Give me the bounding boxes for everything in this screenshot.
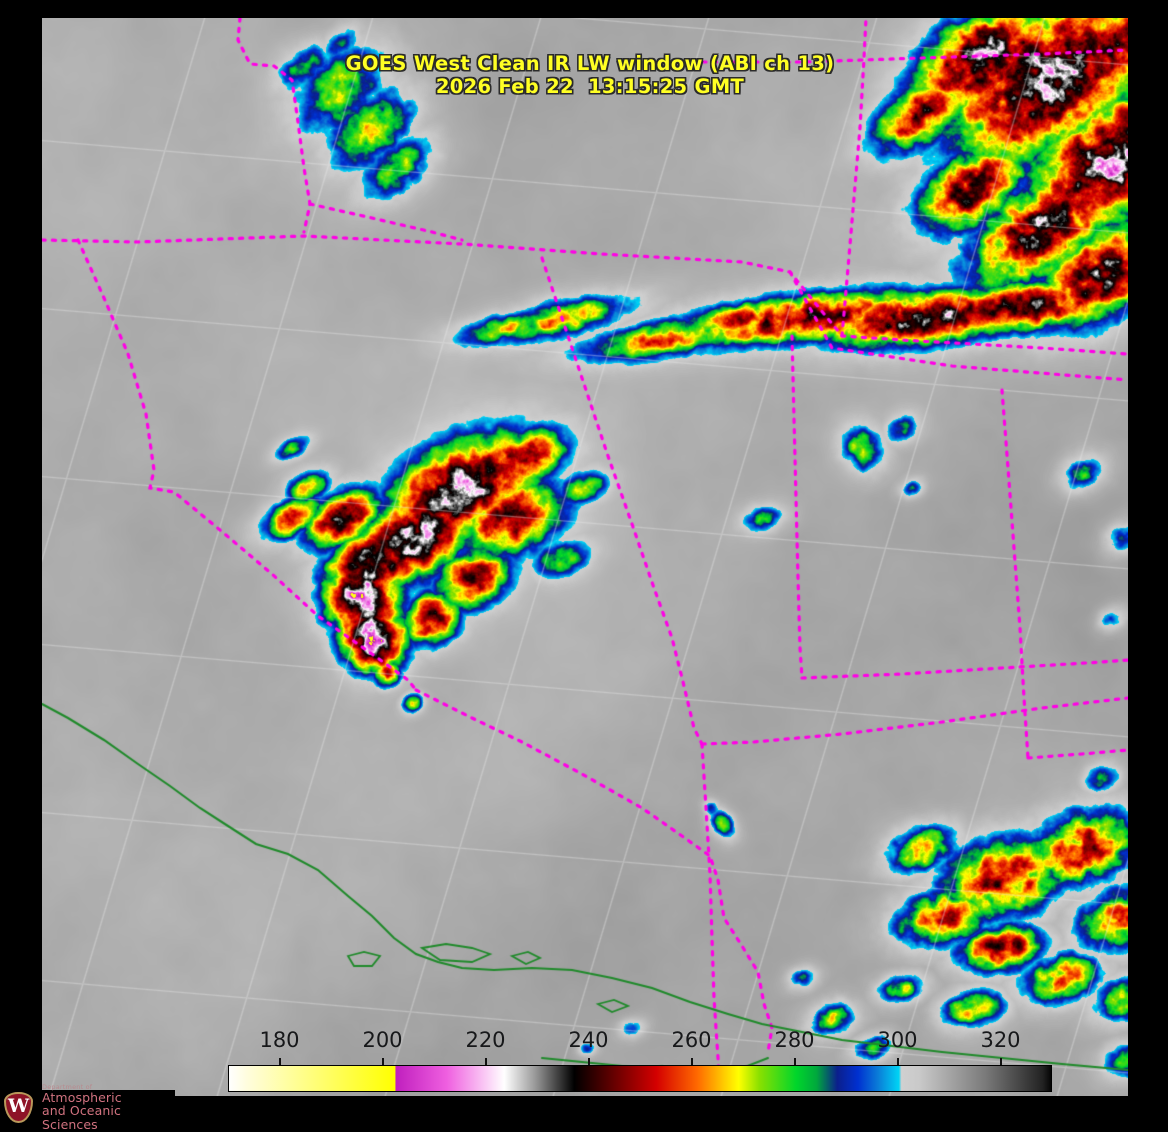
- colorbar-label-280: 280: [774, 1028, 815, 1052]
- logo-name-line-2: and Oceanic Sciences: [42, 1103, 121, 1132]
- logo-text-block: Department of Atmospheric and Oceanic Sc…: [42, 1082, 175, 1132]
- colorbar-label-260: 260: [671, 1028, 712, 1052]
- satellite-image-panel: [42, 18, 1128, 1096]
- colorbar-tick-180: [278, 1058, 281, 1065]
- colorbar-label-320: 320: [980, 1028, 1021, 1052]
- colorbar-label-180: 180: [259, 1028, 300, 1052]
- colorbar-label-300: 300: [877, 1028, 918, 1052]
- colorbar-tick-280: [793, 1058, 796, 1065]
- colorbar-label-200: 200: [362, 1028, 403, 1052]
- colorbar-tick-220: [484, 1058, 487, 1065]
- uw-crest-icon: W: [2, 1091, 35, 1124]
- colorbar-tick-300: [896, 1058, 899, 1065]
- logo-department-label: Department of: [42, 1082, 93, 1091]
- colorbar-tick-240: [587, 1058, 590, 1065]
- colorbar-label-240: 240: [568, 1028, 609, 1052]
- ir-brightness-temperature-map: [42, 18, 1128, 1096]
- colorbar-gradient: [228, 1065, 1052, 1092]
- logo-name-line-1: Atmospheric: [42, 1089, 122, 1105]
- temperature-colorbar: 180 200 220 240 260 280 300 320: [228, 1028, 1052, 1092]
- colorbar-tick-labels: 180 200 220 240 260 280 300 320: [228, 1028, 1052, 1058]
- colorbar-tick-320: [999, 1058, 1002, 1065]
- colorbar-tick-200: [381, 1058, 384, 1065]
- colorbar-tick-marks: [228, 1058, 1052, 1065]
- uw-aos-logo[interactable]: W Department of Atmospheric and Oceanic …: [0, 1083, 175, 1131]
- colorbar-tick-260: [690, 1058, 693, 1065]
- crest-letter: W: [7, 1095, 30, 1117]
- colorbar-label-220: 220: [465, 1028, 506, 1052]
